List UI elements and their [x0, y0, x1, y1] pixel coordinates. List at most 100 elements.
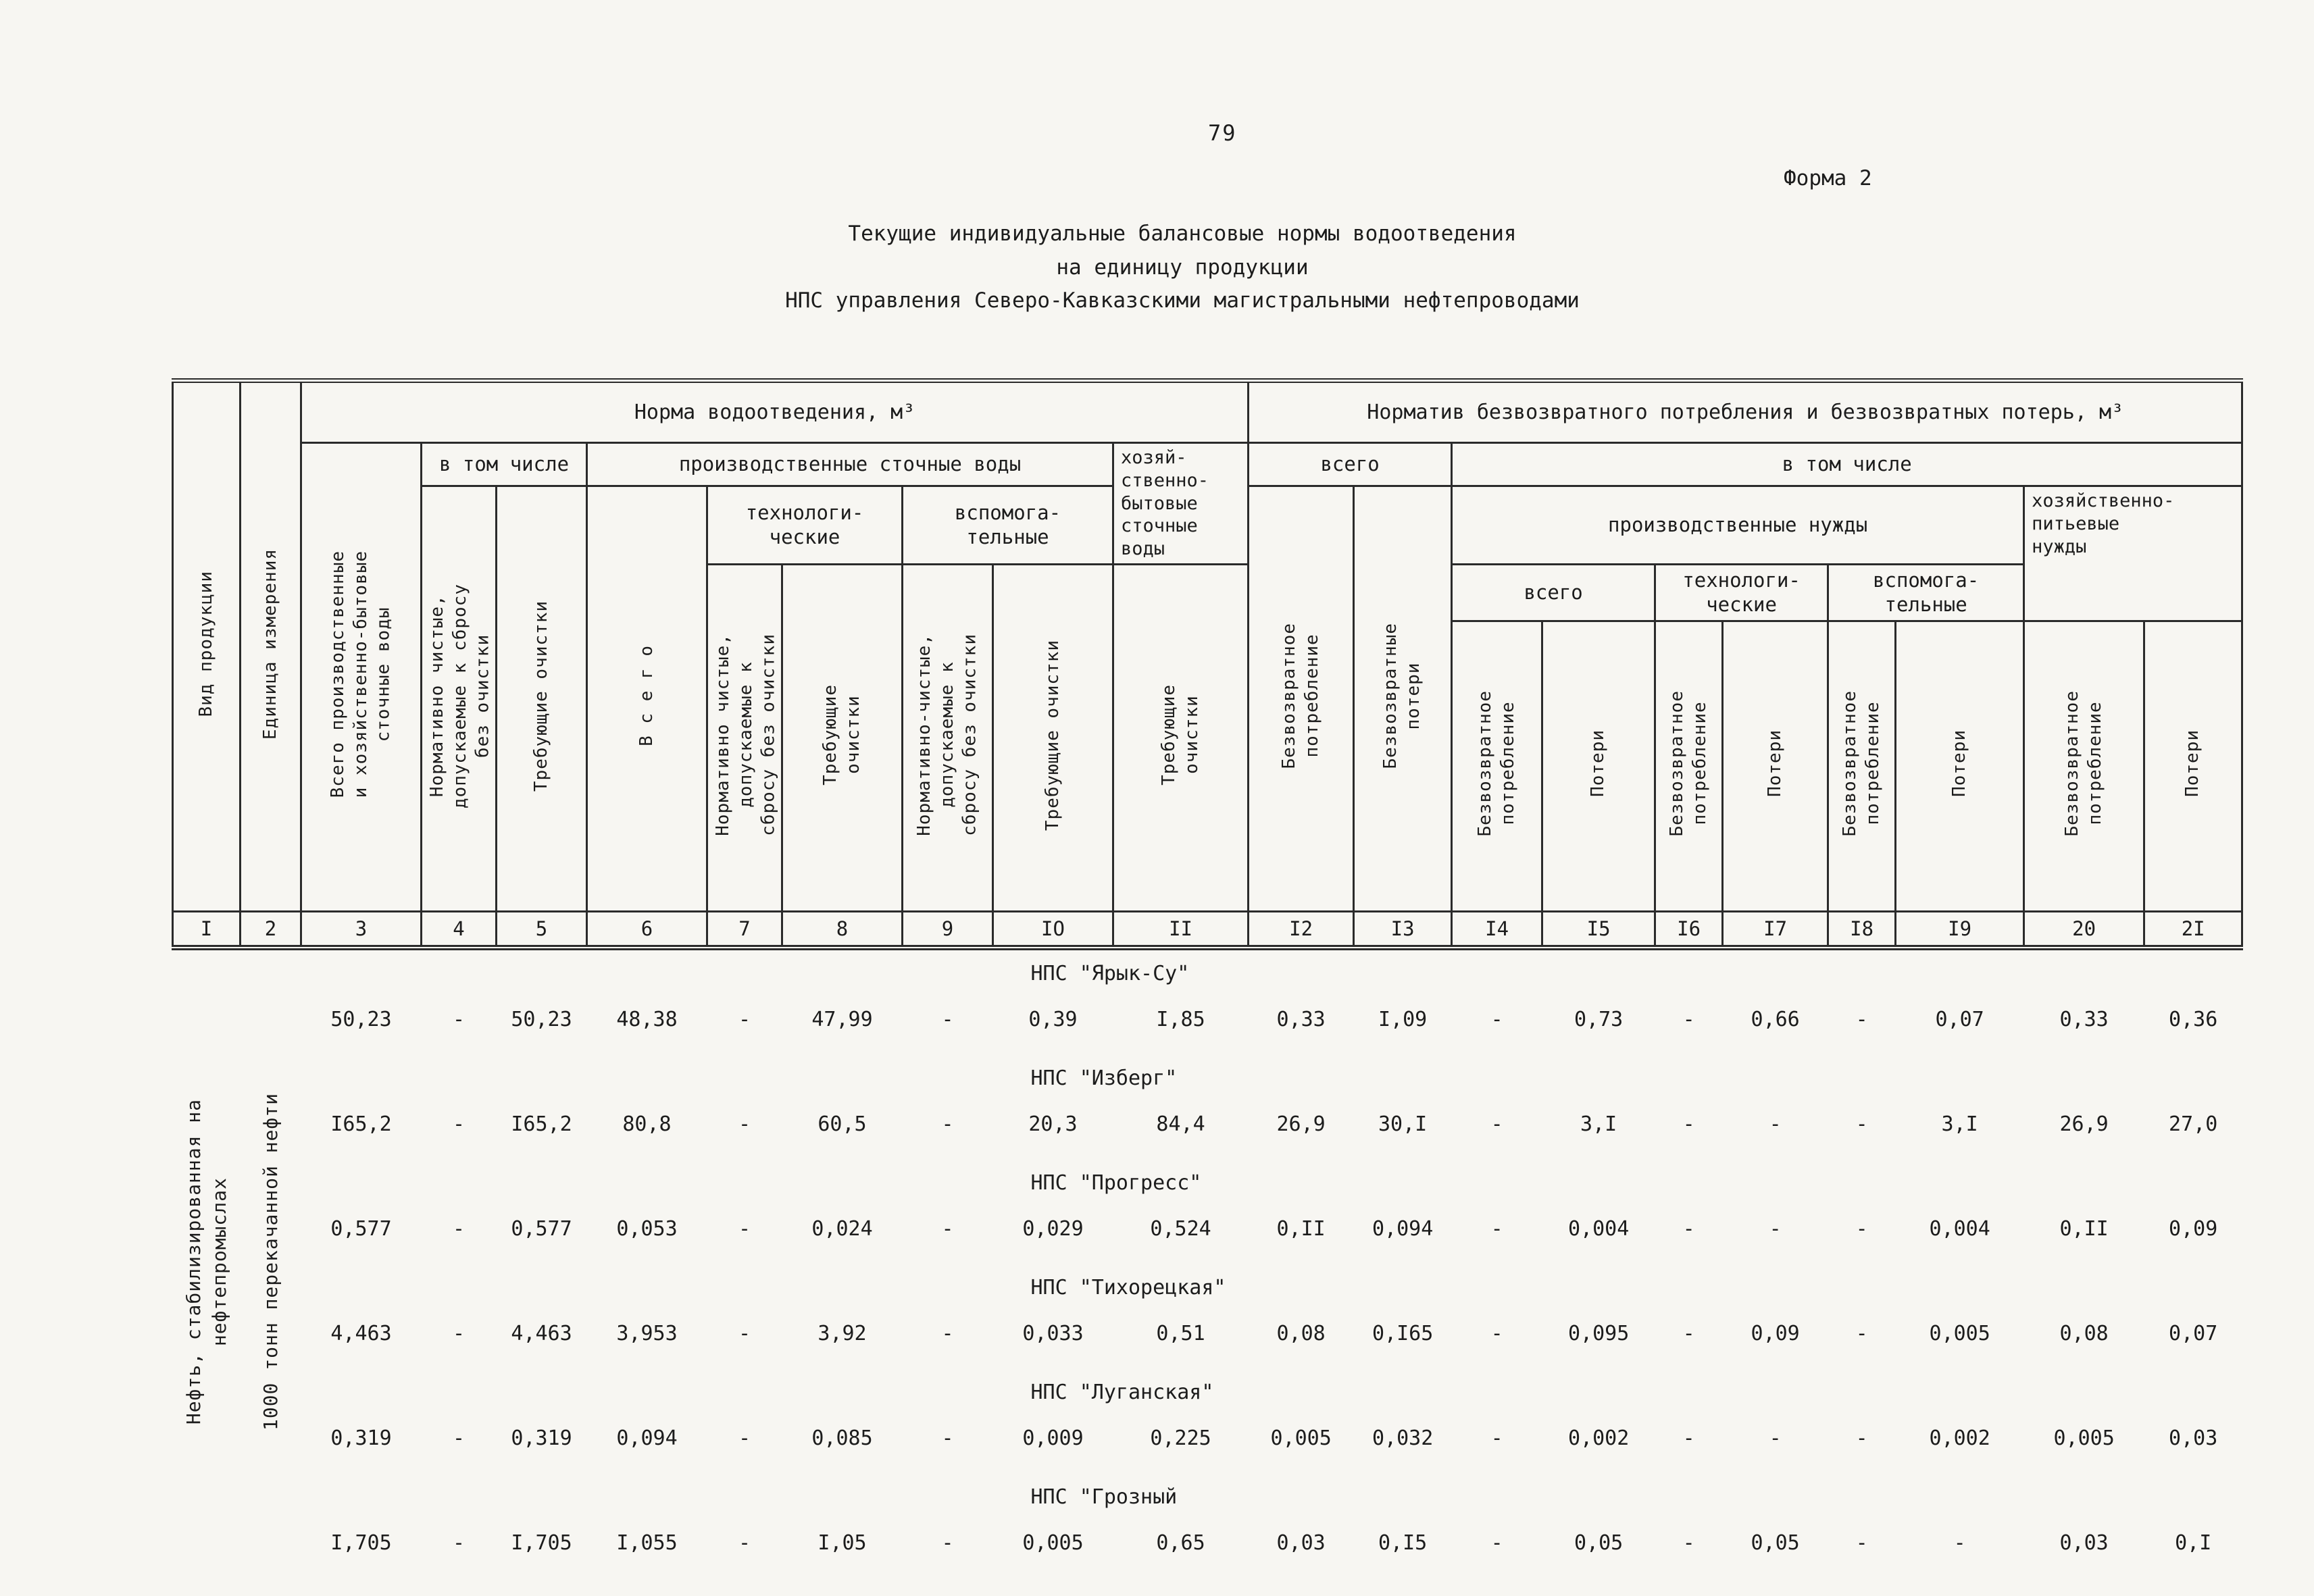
- value-cell: 0,009: [1022, 1426, 1084, 1451]
- title-line-2: на единицу продукции: [1056, 255, 1309, 280]
- value-cell: 0,004: [1567, 1217, 1630, 1241]
- value-cell: -: [452, 1531, 466, 1555]
- header-col5: Требующие очистки: [495, 485, 588, 912]
- document-title: Текущие индивидуальные балансовые нормы …: [135, 217, 2230, 318]
- header-col10: Требующие очистки: [992, 563, 1114, 912]
- value-cell: 0,03: [2169, 1426, 2218, 1451]
- value-cell: 0,577: [330, 1217, 392, 1241]
- col-number-14: I4: [1451, 910, 1544, 951]
- value-cell: -: [1682, 1322, 1695, 1346]
- value-cell: 0,225: [1150, 1426, 1211, 1451]
- header-col8: Требующие очистки: [781, 563, 903, 912]
- station-name: НПС "Луганская": [1030, 1381, 1214, 1405]
- unit-side-label-cell: 1000 тонн перекачанной нефти: [241, 948, 301, 1576]
- value-cell: -: [1953, 1531, 1966, 1555]
- col15-label: Потери: [1588, 729, 1609, 798]
- value-cell: 0,029: [1022, 1217, 1084, 1241]
- col20-label: Безвозвратное потребление: [2061, 690, 2105, 837]
- value-cell: -: [452, 1322, 466, 1346]
- value-cell: I,09: [1378, 1008, 1428, 1032]
- value-cell: 0,05: [1751, 1531, 1800, 1555]
- station-name: НПС "Изберг": [1030, 1066, 1178, 1091]
- value-cell: I65,2: [511, 1112, 572, 1137]
- col-number-8: 8: [781, 910, 903, 951]
- value-cell: -: [941, 1008, 954, 1032]
- col-number-11: II: [1111, 910, 1250, 951]
- header-col12: Безвозвратное потребление: [1247, 485, 1355, 912]
- value-cell: -: [1855, 1426, 1868, 1451]
- value-cell: 0,51: [1156, 1322, 1205, 1346]
- col-number-1: I: [172, 910, 241, 951]
- col19-label: Потери: [1948, 729, 1969, 798]
- value-cell: -: [738, 1112, 751, 1137]
- header-total-right: всего: [1247, 442, 1453, 487]
- value-cell: -: [941, 1217, 954, 1241]
- table-row: I65,2 - I65,2 80,8 - 60,5 - 20,3 84,4 26,9 30,I - 3,…: [173, 1091, 2242, 1157]
- value-cell: 0,094: [616, 1426, 678, 1451]
- value-cell: -: [1490, 1322, 1503, 1346]
- col14-label: Безвозвратное потребление: [1474, 690, 1518, 837]
- page-number: 79: [1208, 120, 1237, 146]
- value-cell: 0,33: [2059, 1008, 2109, 1032]
- col-number-10: IO: [992, 910, 1114, 951]
- value-cell: 0,07: [1935, 1008, 1984, 1032]
- value-cell: 0,65: [1156, 1531, 1205, 1555]
- col-number-5: 5: [495, 910, 588, 951]
- value-cell: 4,463: [330, 1322, 392, 1346]
- value-cell: 0,09: [2169, 1217, 2218, 1241]
- header-industrial-needs: производственные нужды: [1451, 485, 2026, 565]
- value-cell: 0,005: [1270, 1426, 1332, 1451]
- header-including-left: в том числе: [420, 442, 588, 487]
- col12-label: Безвозвратное потребление: [1278, 623, 1322, 769]
- value-cell: -: [452, 1426, 466, 1451]
- value-cell: -: [452, 1112, 466, 1137]
- col7-label: Нормативно чистые, допускаемые к сбросу …: [713, 634, 779, 836]
- value-cell: 0,II: [1276, 1217, 1326, 1241]
- value-cell: 0,I65: [1372, 1322, 1434, 1346]
- col-number-21: 2I: [2143, 910, 2244, 951]
- value-cell: 0,I5: [1378, 1531, 1428, 1555]
- value-cell: I,85: [1156, 1008, 1205, 1032]
- header-col11: Требующие очистки: [1111, 563, 1250, 912]
- value-cell: 0,095: [1567, 1322, 1630, 1346]
- value-cell: 26,9: [2059, 1112, 2109, 1137]
- col-number-17: I7: [1721, 910, 1830, 951]
- value-cell: -: [1855, 1322, 1868, 1346]
- col-number-18: I8: [1827, 910, 1897, 951]
- value-cell: 0,033: [1022, 1322, 1084, 1346]
- value-cell: 3,92: [818, 1322, 867, 1346]
- value-cell: -: [738, 1531, 751, 1555]
- value-cell: -: [1769, 1112, 1782, 1137]
- unit-side-label: 1000 тонн перекачанной нефти: [259, 1093, 282, 1431]
- col13-label: Безвозвратные потери: [1380, 623, 1424, 769]
- col10-label: Требующие очистки: [1042, 639, 1063, 831]
- value-cell: -: [1682, 1426, 1695, 1451]
- title-line-3: НПС управления Северо-Кавказскими магист…: [785, 288, 1580, 313]
- value-cell: 0,002: [1567, 1426, 1630, 1451]
- product-side-label-cell: Нефть, стабилизированная на нефтепромысл…: [173, 948, 241, 1576]
- header-norma-group: Норма водоотведения, м³: [299, 378, 1250, 444]
- header-col15: Потери: [1541, 619, 1657, 912]
- table-container: Вид продукции Единица измерения Норма во…: [172, 378, 2244, 1576]
- value-cell: -: [452, 1008, 466, 1032]
- value-cell: -: [1682, 1112, 1695, 1137]
- value-cell: -: [738, 1426, 751, 1451]
- value-cell: -: [738, 1217, 751, 1241]
- header-total-sub: всего: [1451, 563, 1657, 622]
- station-name: НПС "Ярык-Су": [1030, 962, 1190, 986]
- station-name: НПС "Прогресс": [1030, 1171, 1202, 1195]
- header-auxiliary-right: вспомога- тельные: [1827, 563, 2026, 622]
- product-side-label: Нефть, стабилизированная на нефтепромысл…: [182, 1099, 230, 1425]
- col5-label: Требующие очистки: [530, 600, 551, 792]
- header-col7: Нормативно чистые, допускаемые к сбросу …: [706, 563, 783, 912]
- value-cell: 4,463: [511, 1322, 572, 1346]
- col9-label: Нормативно-чистые, допускаемые к сбросу …: [913, 634, 980, 836]
- header-col21: Потери: [2143, 619, 2244, 912]
- value-cell: -: [1490, 1426, 1503, 1451]
- header-col14: Безвозвратное потребление: [1451, 619, 1544, 912]
- header-industrial-wastewater: производственные сточные воды: [586, 442, 1114, 487]
- col3-label: Всего производственные и хозяйственно-бы…: [327, 550, 394, 798]
- value-cell: 60,5: [818, 1112, 867, 1137]
- table-body: Нефть, стабилизированная на нефтепромысл…: [173, 948, 2242, 1576]
- value-cell: 0,03: [2059, 1531, 2109, 1555]
